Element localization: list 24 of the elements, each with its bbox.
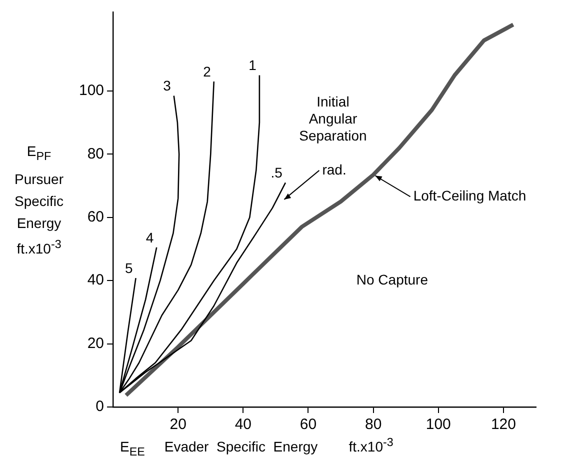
x-tick-label: 40 [234, 416, 252, 434]
annotation: Initial Angular Separation [299, 94, 367, 144]
series-label: 3 [163, 78, 172, 94]
annotation: Loft-Ceiling Match [413, 188, 526, 204]
x-tick-label: 100 [426, 416, 451, 434]
x-tick-label: 60 [300, 416, 317, 434]
series-label: 1 [248, 57, 257, 74]
y-tick-label: 0 [96, 398, 104, 416]
series-label: 5 [125, 260, 134, 276]
y-tick-label: 80 [87, 145, 104, 162]
y-axis-title: E$_{PF}$ Pursuer Specific Energy ft.x10$^{-3}$ [13, 142, 65, 258]
series-label: 4 [146, 229, 154, 246]
y-tick-label: 40 [87, 272, 104, 289]
text: E$_{EE}$ Evader Specific Energy ft.x10$^{-3}$ [120, 436, 394, 458]
x-tick-label: 20 [170, 416, 186, 434]
annotation: No Capture [356, 271, 428, 288]
y-tick-label: 60 [87, 208, 104, 226]
y-tick-label: 20 [87, 334, 104, 352]
annotation: rad. [322, 161, 346, 178]
series-label: 2 [203, 63, 212, 80]
y-tick-label: 100 [78, 82, 104, 100]
series-label: .5 [270, 164, 283, 180]
x-tick-label: 120 [490, 416, 516, 434]
x-tick-label: 80 [364, 416, 382, 434]
